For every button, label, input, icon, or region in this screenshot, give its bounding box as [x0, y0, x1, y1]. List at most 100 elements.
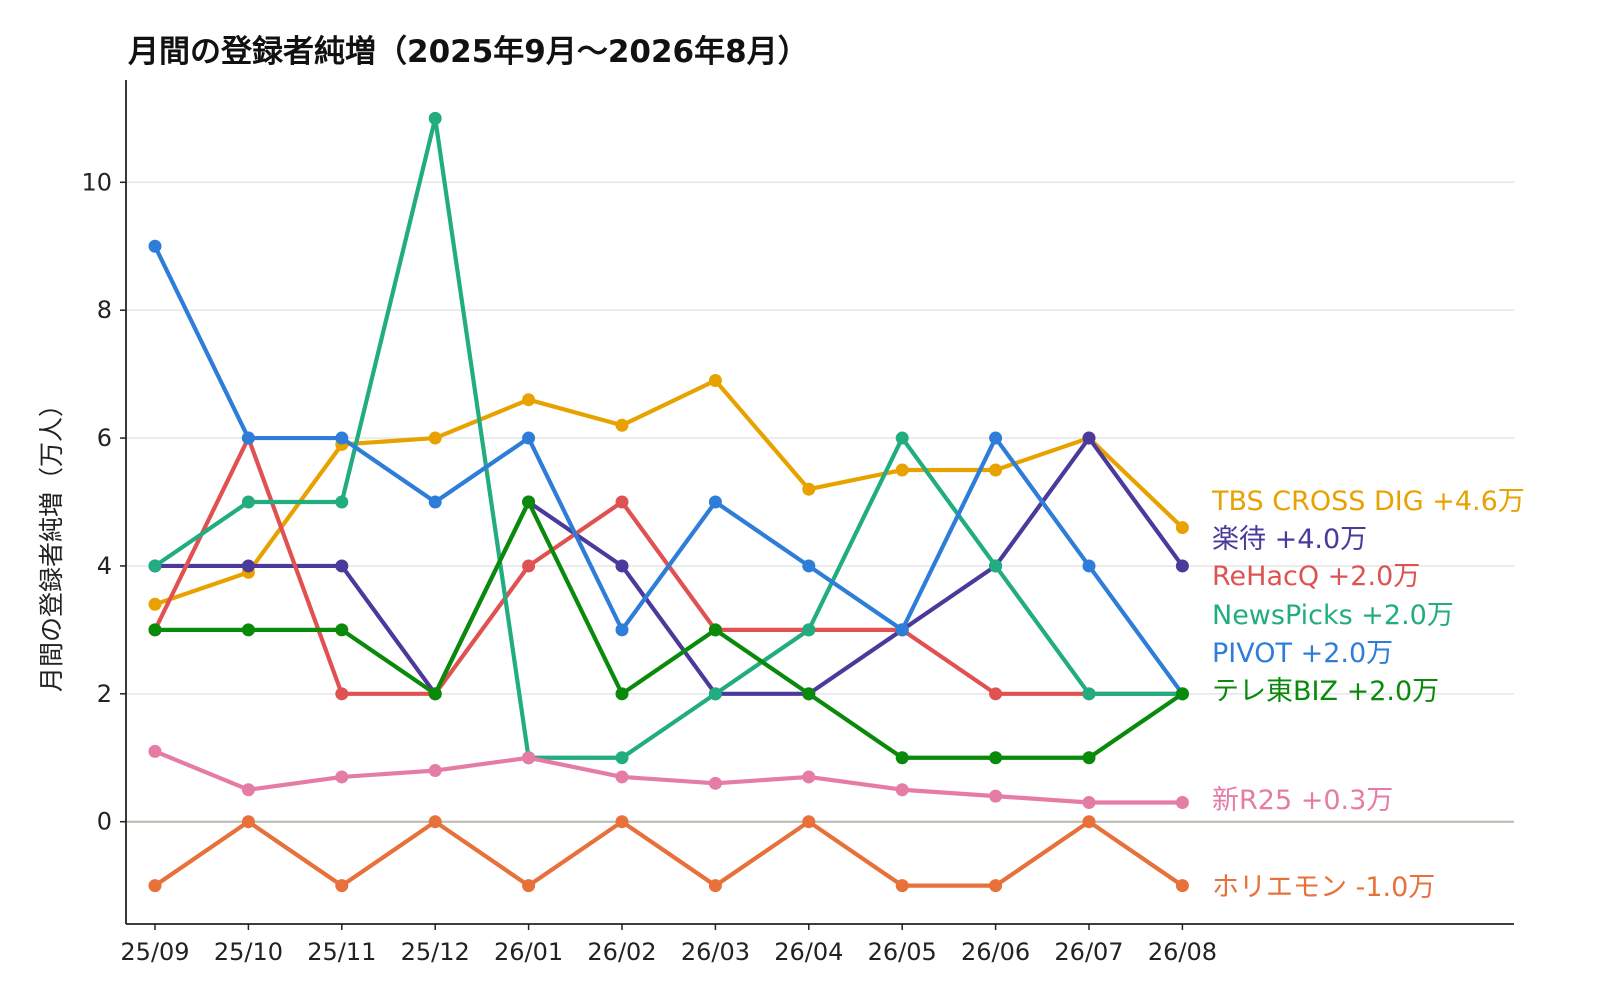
data-point	[148, 879, 162, 893]
data-point	[615, 495, 629, 509]
y-tick-label: 0	[97, 808, 112, 836]
y-tick-label: 10	[81, 168, 112, 196]
data-point	[522, 559, 536, 573]
data-point	[615, 770, 629, 784]
data-point	[802, 559, 816, 573]
x-tick-label: 25/12	[401, 938, 470, 966]
series-テレ東BIZ	[148, 495, 1189, 765]
x-tick-label: 26/08	[1148, 938, 1217, 966]
data-point	[989, 431, 1003, 445]
data-point	[335, 559, 349, 573]
data-point	[335, 879, 349, 893]
data-point	[615, 815, 629, 829]
data-point	[708, 374, 722, 388]
data-point	[148, 744, 162, 758]
data-point	[335, 431, 349, 445]
data-point	[708, 495, 722, 509]
y-tick-label: 6	[97, 424, 112, 452]
data-point	[241, 815, 255, 829]
data-point	[335, 495, 349, 509]
data-point	[989, 789, 1003, 803]
data-point	[895, 623, 909, 637]
data-point	[895, 751, 909, 765]
data-point	[615, 559, 629, 573]
series-新R25	[148, 744, 1189, 810]
data-point	[802, 623, 816, 637]
x-tick-label: 26/01	[494, 938, 563, 966]
data-point	[989, 751, 1003, 765]
data-point	[428, 815, 442, 829]
data-point	[1175, 687, 1189, 701]
data-point	[148, 623, 162, 637]
data-point	[522, 495, 536, 509]
data-point	[895, 879, 909, 893]
data-point	[428, 764, 442, 778]
data-point	[895, 431, 909, 445]
x-tick-label: 25/11	[307, 938, 376, 966]
x-tick-label: 26/05	[868, 938, 937, 966]
data-point	[1082, 796, 1096, 810]
series-PIVOT	[148, 239, 1189, 701]
series-line	[152, 435, 1185, 696]
chart-title: 月間の登録者純増（2025年9月〜2026年8月）	[128, 34, 809, 70]
data-point	[522, 431, 536, 445]
data-point	[615, 418, 629, 432]
series-end-label: ReHacQ +2.0万	[1212, 561, 1420, 592]
data-point	[615, 623, 629, 637]
data-point	[989, 687, 1003, 701]
x-tick-label: 26/02	[587, 938, 656, 966]
data-point	[989, 463, 1003, 477]
series-end-label: 新R25 +0.3万	[1212, 785, 1393, 816]
y-tick-label: 8	[97, 296, 112, 324]
series-end-label: ホリエモン -1.0万	[1212, 872, 1435, 903]
data-point	[428, 687, 442, 701]
x-tick-label: 25/09	[120, 938, 189, 966]
data-point	[148, 597, 162, 611]
data-point	[802, 482, 816, 496]
x-tick-label: 26/03	[681, 938, 750, 966]
data-point	[802, 815, 816, 829]
data-point	[241, 495, 255, 509]
series-end-label: 楽待 +4.0万	[1212, 524, 1367, 555]
data-point	[708, 623, 722, 637]
data-point	[1082, 559, 1096, 573]
data-point	[148, 239, 162, 253]
data-point	[708, 776, 722, 790]
data-point	[522, 751, 536, 765]
data-point	[1082, 815, 1096, 829]
data-point	[615, 751, 629, 765]
data-point	[802, 687, 816, 701]
data-point	[1175, 521, 1189, 535]
data-point	[802, 770, 816, 784]
data-point	[241, 623, 255, 637]
x-tick-label: 25/10	[214, 938, 283, 966]
data-point	[335, 687, 349, 701]
series-end-label: NewsPicks +2.0万	[1212, 600, 1454, 631]
series-line	[152, 749, 1185, 805]
data-point	[708, 687, 722, 701]
data-point	[1082, 687, 1096, 701]
data-point	[335, 770, 349, 784]
data-point	[895, 783, 909, 797]
x-tick-label: 26/07	[1054, 938, 1123, 966]
data-point	[148, 559, 162, 573]
axes: 0 2 4 6 8 10 25/09 25/10 25/11 25/12 26/01 26/02 26/…	[81, 80, 1514, 966]
series-ホリエモン	[148, 815, 1189, 893]
series-line	[152, 378, 1185, 607]
data-point	[428, 431, 442, 445]
series-end-label: TBS CROSS DIG +4.6万	[1211, 486, 1525, 517]
series-lines	[148, 111, 1189, 893]
series-line	[152, 244, 1185, 696]
y-axis-label: 月間の登録者純増（万人）	[37, 392, 66, 692]
data-point	[241, 559, 255, 573]
data-point	[522, 879, 536, 893]
data-point	[895, 463, 909, 477]
data-point	[1175, 879, 1189, 893]
data-point	[428, 495, 442, 509]
data-point	[241, 431, 255, 445]
x-tick-label: 26/06	[961, 938, 1030, 966]
data-point	[708, 879, 722, 893]
